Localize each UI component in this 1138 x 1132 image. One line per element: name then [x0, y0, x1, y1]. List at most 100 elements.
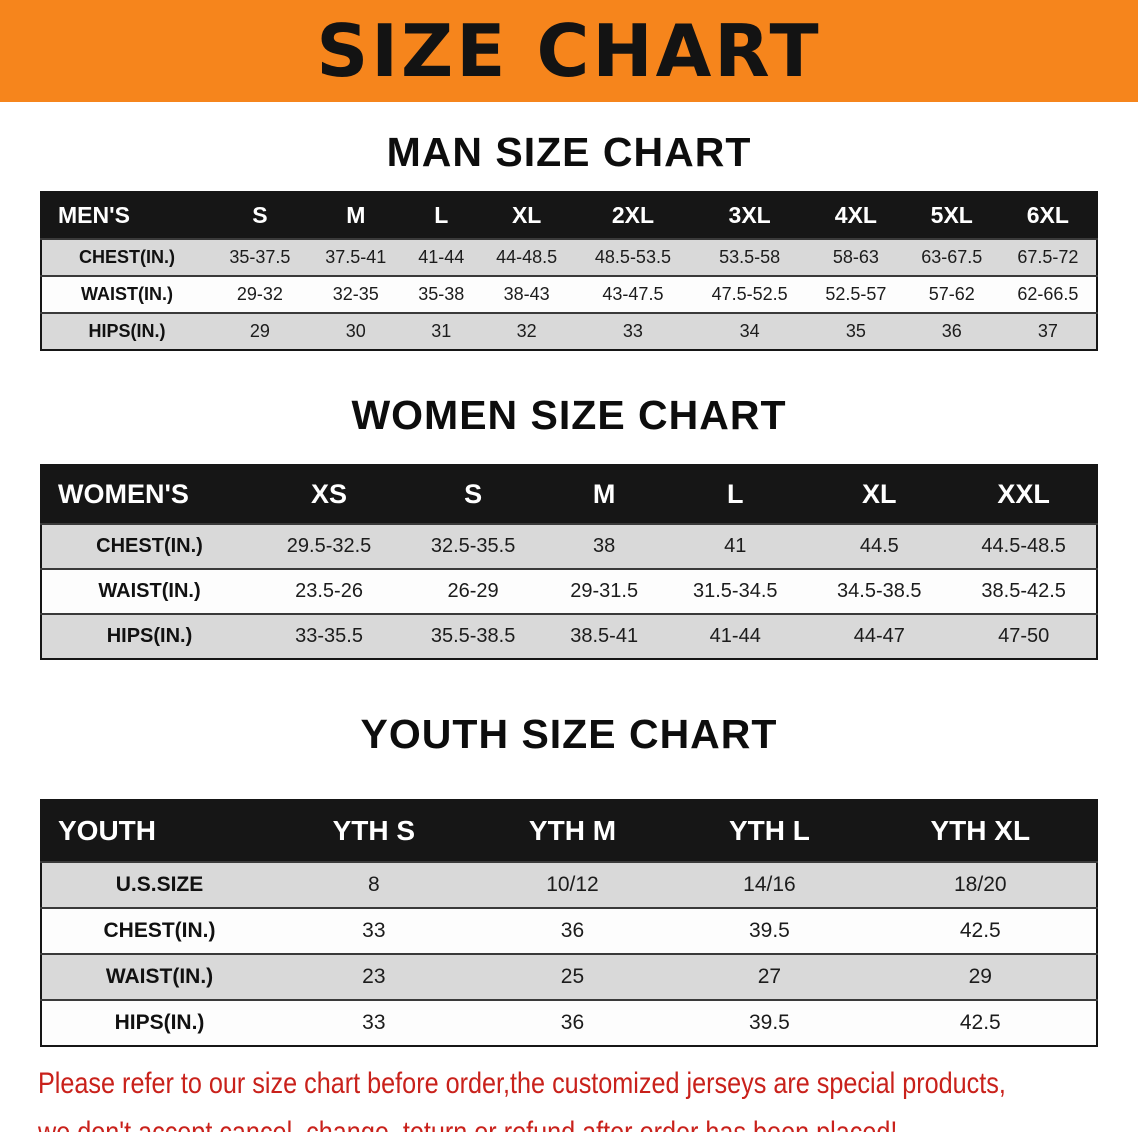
size-column-header: 5XL [903, 192, 1000, 240]
size-column-header: S [212, 192, 308, 240]
size-value: 37 [1037, 321, 1058, 342]
size-value: 67.5-72 [1017, 247, 1079, 268]
man-size-section: MAN SIZE CHART MEN'S S M L XL 2XL 3XL 4XL 5XL 6XL… [0, 129, 1138, 352]
size-value: 8 [367, 873, 380, 897]
size-column-header: L [663, 465, 808, 525]
size-value: 52.5-57 [825, 284, 887, 305]
size-value: 18/20 [954, 873, 1007, 897]
header-row: WOMEN'S XS S M L XL XXL [41, 465, 1097, 525]
size-column-header: XS [257, 465, 402, 525]
size-value: 41 [724, 535, 747, 558]
size-value: 41-44 [418, 247, 465, 268]
measurement-row: WAIST(IN.) 29-32 32-35 35-38 38-43 43-47.5 47.… [41, 276, 1097, 314]
size-value: 38.5-42.5 [981, 580, 1066, 603]
size-value: 58-63 [832, 247, 879, 268]
size-value: 36 [941, 321, 962, 342]
size-value: 31 [431, 321, 452, 342]
notice-line-1: Please refer to our size chart before or… [38, 1067, 1006, 1101]
measurement-row: WAIST(IN.) 23 25 27 29 [41, 954, 1097, 1001]
size-value: 29 [968, 965, 992, 989]
size-value: 63-67.5 [921, 247, 983, 268]
youth-size-section: YOUTH SIZE CHART YOUTH YTH S YTH M YTH L YTH… [0, 711, 1138, 1048]
women-size-section: WOMEN SIZE CHART WOMEN'S XS S M L XL XXL CHEST(… [0, 392, 1138, 661]
man-size-heading: MAN SIZE CHART [386, 129, 752, 175]
size-value: 32.5-35.5 [430, 535, 516, 558]
measurement-row: HIPS(IN.) 29 30 31 32 33 34 35 36 37 [41, 313, 1097, 351]
size-value: 57-62 [928, 284, 975, 305]
header-row: YOUTH YTH S YTH M YTH L YTH XL [41, 800, 1097, 863]
size-value: 35 [845, 321, 866, 342]
size-value: 33 [622, 321, 643, 342]
size-value: 30 [345, 321, 366, 342]
size-value: 43-47.5 [602, 284, 664, 305]
size-value: 39.5 [748, 919, 790, 943]
size-column-header: 2XL [574, 192, 692, 240]
size-value: 29.5-32.5 [286, 535, 372, 558]
size-value: 44-48.5 [496, 247, 558, 268]
size-value: 47-50 [998, 625, 1050, 648]
size-value: 23 [362, 965, 386, 989]
size-value: 38.5-41 [570, 625, 639, 648]
size-column-header: XXL [951, 465, 1097, 525]
size-value: 44.5 [859, 535, 899, 558]
size-column-header: M [545, 465, 664, 525]
size-value: 36 [560, 919, 585, 943]
size-column-header: YTH M [470, 800, 675, 863]
row-label: WAIST(IN.) [81, 284, 173, 305]
measurement-row: CHEST(IN.) 33 36 39.5 42.5 [41, 908, 1097, 955]
size-value: 44.5-48.5 [981, 535, 1066, 558]
size-value: 33-35.5 [295, 625, 363, 648]
notice: Please refer to our size chart before or… [0, 1063, 1138, 1132]
size-value: 36 [560, 1011, 585, 1035]
size-value: 53.5-58 [719, 247, 781, 268]
size-column-header: XL [807, 465, 952, 525]
size-value: 38 [593, 535, 616, 558]
row-label: U.S.SIZE [115, 873, 204, 897]
size-column-header: 4XL [807, 192, 904, 240]
size-column-header: S [401, 465, 546, 525]
measurement-row: U.S.SIZE 8 10/12 14/16 18/20 [41, 862, 1097, 909]
size-value: 48.5-53.5 [594, 247, 671, 268]
size-column-header: L [403, 192, 479, 240]
row-label: HIPS(IN.) [114, 1011, 205, 1035]
size-value: 42.5 [959, 919, 1001, 943]
size-value: 31.5-34.5 [692, 580, 778, 603]
row-label: WAIST(IN.) [98, 580, 201, 603]
size-value: 10/12 [546, 873, 599, 897]
size-value: 32-35 [332, 284, 379, 305]
size-value: 33 [362, 1011, 386, 1035]
size-column-header: YTH S [277, 800, 471, 863]
notice-line-2: we don't accept cancel, change, teturn o… [38, 1112, 930, 1132]
banner: SIZE CHART [0, 0, 1138, 102]
size-value: 33 [362, 919, 386, 943]
size-value: 62-66.5 [1017, 284, 1079, 305]
size-value: 26-29 [447, 580, 499, 603]
row-label: CHEST(IN.) [96, 535, 203, 558]
size-value: 39.5 [748, 1011, 790, 1035]
row-label: HIPS(IN.) [88, 321, 166, 342]
youth-size-table: YOUTH YTH S YTH M YTH L YTH XL U.S.SIZE 8 10/12… [40, 799, 1098, 1048]
table-title-cell: YOUTH [41, 800, 277, 863]
row-label: HIPS(IN.) [106, 625, 193, 648]
size-value: 47.5-52.5 [711, 284, 788, 305]
size-value: 41-44 [709, 625, 761, 648]
size-column-header: 6XL [999, 192, 1097, 240]
table-title-cell: MEN'S [41, 192, 212, 240]
size-value: 25 [560, 965, 585, 989]
measurement-row: WAIST(IN.) 23.5-26 26-29 29-31.5 31.5-34.5 34… [41, 569, 1097, 615]
size-value: 29 [249, 321, 270, 342]
size-column-header: 3XL [691, 192, 808, 240]
size-value: 42.5 [959, 1011, 1001, 1035]
youth-size-heading: YOUTH SIZE CHART [360, 711, 778, 758]
measurement-row: CHEST(IN.) 35-37.5 37.5-41 41-44 44-48.5 48.5… [41, 239, 1097, 277]
size-value: 34.5-38.5 [837, 580, 922, 603]
size-column-header: YTH L [674, 800, 865, 863]
header-row: MEN'S S M L XL 2XL 3XL 4XL 5XL 6XL [41, 192, 1097, 240]
women-size-heading: WOMEN SIZE CHART [351, 392, 787, 439]
page-title: SIZE CHART [316, 9, 822, 93]
size-value: 29-31.5 [570, 580, 639, 603]
size-value: 35-38 [418, 284, 465, 305]
size-column-header: XL [478, 192, 575, 240]
size-column-header: YTH XL [864, 800, 1097, 863]
